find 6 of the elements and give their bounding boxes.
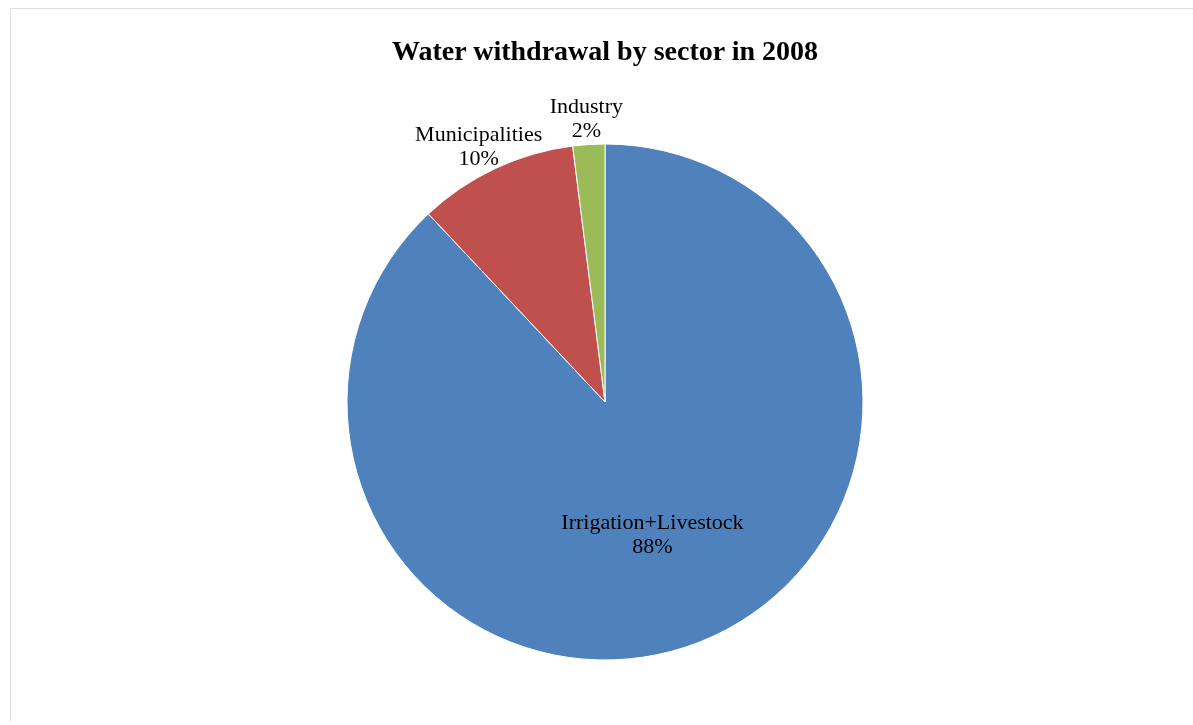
- slice-label: Irrigation+Livestock: [561, 508, 744, 534]
- chart-title: Water withdrawal by sector in 2008: [392, 35, 818, 66]
- data-label: 2%: [571, 116, 602, 142]
- data-label: 88%: [632, 532, 673, 558]
- slice-label: Industry: [549, 92, 624, 118]
- slice-label: Municipalities: [415, 120, 543, 146]
